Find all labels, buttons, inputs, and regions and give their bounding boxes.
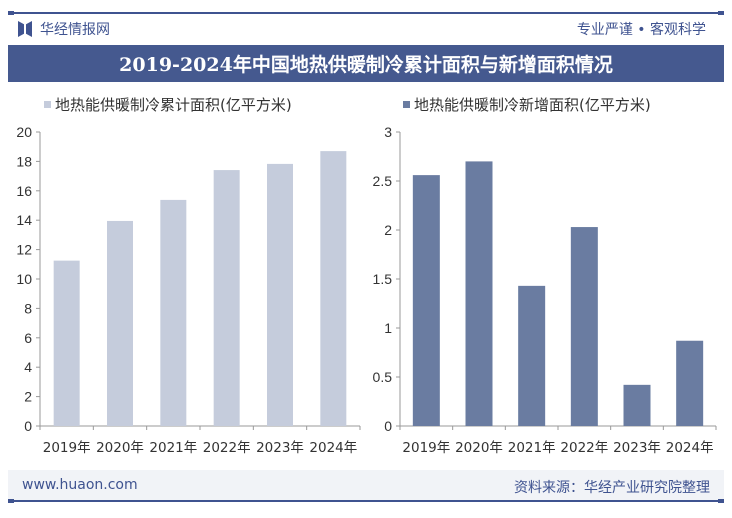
x-tick-label: 2022年 — [560, 440, 608, 456]
y-tick-label: 12 — [16, 242, 32, 258]
bar-2019年 — [412, 175, 440, 426]
y-tick-label: 0 — [384, 418, 392, 434]
legend-swatch — [403, 101, 410, 108]
x-tick-label: 2024年 — [666, 440, 714, 456]
bar-2022年 — [570, 227, 598, 426]
y-tick-label: 4 — [24, 359, 32, 375]
bar-2023年 — [623, 384, 651, 426]
footer-url[interactable]: www.huaon.com — [22, 477, 138, 493]
legend-cumulative: 地热能供暖制冷累计面积(亿平方米) — [44, 94, 292, 115]
bar-2024年 — [320, 151, 347, 427]
y-tick-label: 16 — [16, 183, 32, 199]
bar-2020年 — [465, 161, 493, 426]
x-tick-label: 2020年 — [455, 440, 503, 456]
brand: 华经情报网 — [18, 19, 110, 39]
x-tick-label: 2022年 — [203, 440, 251, 456]
y-tick-label: 14 — [16, 212, 32, 228]
brand-name: 华经情报网 — [40, 22, 110, 38]
slogan: 专业严谨 • 客观科学 — [576, 22, 706, 38]
y-tick-label: 1 — [384, 320, 392, 336]
bar-2019年 — [53, 260, 80, 426]
y-tick-label: 2 — [384, 222, 392, 238]
y-tick-label: 2.5 — [373, 173, 393, 189]
x-tick-label: 2023年 — [256, 440, 304, 456]
x-tick-label: 2019年 — [43, 440, 91, 456]
legend-new: 地热能供暖制冷新增面积(亿平方米) — [403, 94, 651, 115]
x-tick-label: 2023年 — [613, 440, 661, 456]
y-tick-label: 0 — [24, 418, 32, 434]
legend-label: 地热能供暖制冷累计面积(亿平方米) — [55, 96, 292, 114]
y-tick-label: 6 — [24, 330, 32, 346]
y-tick-label: 2 — [24, 389, 32, 405]
x-tick-label: 2021年 — [149, 440, 197, 456]
x-tick-label: 2021年 — [508, 440, 556, 456]
bar-2020年 — [107, 220, 133, 426]
x-tick-label: 2020年 — [96, 440, 144, 456]
y-tick-label: 3 — [384, 124, 392, 140]
x-tick-label: 2019年 — [402, 440, 450, 456]
y-tick-label: 0.5 — [373, 369, 393, 385]
bar-2021年 — [160, 199, 187, 426]
x-tick-label: 2024年 — [309, 440, 357, 456]
footer: www.huaon.com 资料来源：华经产业研究院整理 — [8, 470, 724, 500]
chart-title: 2019-2024年中国地热供暖制冷累计面积与新增面积情况 — [8, 45, 724, 82]
y-tick-label: 8 — [24, 300, 32, 316]
bar-2021年 — [518, 285, 546, 426]
bar-2023年 — [267, 163, 293, 427]
footer-rule — [8, 499, 724, 503]
legend-label: 地热能供暖制冷新增面积(亿平方米) — [414, 96, 651, 114]
bar-2022年 — [213, 170, 240, 426]
bar-2024年 — [676, 340, 704, 426]
y-tick-label: 1.5 — [373, 271, 393, 287]
footer-source: 资料来源：华经产业研究院整理 — [514, 480, 710, 496]
header-rule — [8, 11, 724, 15]
y-tick-label: 18 — [16, 153, 32, 169]
y-tick-label: 20 — [16, 124, 32, 140]
legend-swatch — [44, 101, 51, 108]
y-tick-label: 10 — [16, 271, 32, 287]
